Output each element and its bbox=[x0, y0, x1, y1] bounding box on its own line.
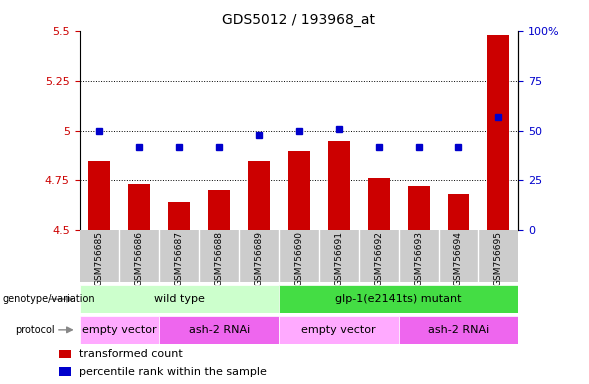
Text: wild type: wild type bbox=[154, 294, 205, 304]
Bar bbox=[248, 161, 270, 230]
Bar bbox=[288, 151, 310, 230]
Text: percentile rank within the sample: percentile rank within the sample bbox=[79, 366, 267, 377]
Text: genotype/variation: genotype/variation bbox=[3, 294, 95, 304]
Text: empty vector: empty vector bbox=[82, 325, 157, 335]
Text: GSM756691: GSM756691 bbox=[335, 232, 343, 286]
Text: GSM756688: GSM756688 bbox=[214, 232, 224, 286]
Bar bbox=[399, 316, 518, 344]
Bar bbox=[368, 179, 390, 230]
Text: GSM756693: GSM756693 bbox=[414, 232, 423, 286]
Bar bbox=[408, 187, 429, 230]
Text: ash-2 RNAi: ash-2 RNAi bbox=[428, 325, 489, 335]
Bar bbox=[328, 141, 350, 230]
Text: protocol: protocol bbox=[15, 325, 54, 335]
Bar bbox=[88, 161, 110, 230]
Text: GSM756695: GSM756695 bbox=[494, 232, 503, 286]
Text: GSM756689: GSM756689 bbox=[254, 232, 263, 286]
Bar bbox=[128, 184, 150, 230]
Bar bbox=[208, 190, 230, 230]
Bar bbox=[59, 367, 71, 376]
Bar bbox=[448, 194, 469, 230]
Text: GSM756686: GSM756686 bbox=[135, 232, 144, 286]
Text: glp-1(e2141ts) mutant: glp-1(e2141ts) mutant bbox=[335, 294, 462, 304]
Text: GSM756690: GSM756690 bbox=[294, 232, 303, 286]
Bar bbox=[168, 202, 190, 230]
Bar bbox=[80, 316, 159, 344]
Title: GDS5012 / 193968_at: GDS5012 / 193968_at bbox=[223, 13, 375, 27]
Bar bbox=[59, 350, 71, 358]
Bar bbox=[279, 316, 399, 344]
Bar bbox=[279, 285, 518, 313]
Bar bbox=[488, 35, 509, 230]
Text: GSM756692: GSM756692 bbox=[374, 232, 383, 286]
Text: empty vector: empty vector bbox=[302, 325, 376, 335]
Bar bbox=[159, 316, 279, 344]
Bar bbox=[80, 285, 279, 313]
Text: GSM756687: GSM756687 bbox=[175, 232, 184, 286]
Text: transformed count: transformed count bbox=[79, 349, 183, 359]
Text: GSM756685: GSM756685 bbox=[95, 232, 104, 286]
Text: GSM756694: GSM756694 bbox=[454, 232, 463, 286]
Text: ash-2 RNAi: ash-2 RNAi bbox=[188, 325, 250, 335]
